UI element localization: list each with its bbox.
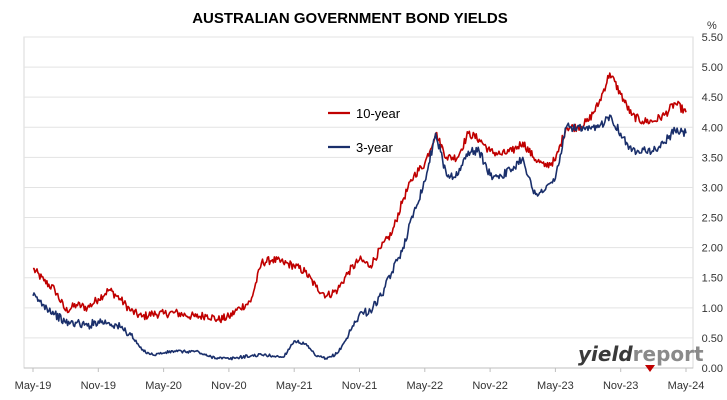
- x-tick-label: Nov-20: [211, 380, 246, 392]
- x-tick-label: May-23: [537, 380, 574, 392]
- logo-report: report: [633, 342, 704, 366]
- logo-triangle-icon: [645, 365, 655, 372]
- gridlines: [24, 36, 693, 339]
- y-tick-label: 1.50: [702, 273, 723, 285]
- y-tick-label: 2.00: [702, 243, 723, 255]
- y-axis-ticks: 0.00 0.50 1.00 1.50 2.00 2.50 3.00 3.50 4.00 4.50…: [702, 32, 723, 375]
- y-tick-label: 5.50: [702, 32, 723, 44]
- logo-yield: yield: [578, 342, 633, 366]
- series-lines: [32, 72, 687, 361]
- y-tick-label: 3.50: [702, 152, 723, 164]
- chart-title: AUSTRALIAN GOVERNMENT BOND YIELDS: [192, 10, 508, 27]
- series-line-3-year: [32, 114, 687, 361]
- x-tick-label: May-21: [276, 380, 313, 392]
- x-tick-label: May-19: [15, 380, 52, 392]
- yieldreport-logo: yieldreport: [578, 342, 704, 372]
- y-tick-label: 4.50: [702, 92, 723, 104]
- x-tick-label: Nov-21: [342, 380, 377, 392]
- legend-label-10-year: 10-year: [356, 106, 401, 121]
- y-tick-label: 0.00: [702, 363, 723, 375]
- y-tick-label: 5.00: [702, 62, 723, 74]
- x-tick-label: Nov-22: [472, 380, 507, 392]
- x-tick-label: Nov-19: [81, 380, 116, 392]
- logo-text: yieldreport: [578, 342, 704, 366]
- x-tick-label: Nov-23: [603, 380, 638, 392]
- x-axis-ticks: May-19 Nov-19 May-20 Nov-20 May-21 Nov-21 May-…: [15, 368, 705, 392]
- y-tick-label: 1.00: [702, 303, 723, 315]
- y-tick-label: 0.50: [702, 333, 723, 345]
- y-tick-label: 2.50: [702, 213, 723, 225]
- x-tick-label: May-24: [668, 380, 705, 392]
- x-tick-label: May-22: [406, 380, 443, 392]
- legend-label-3-year: 3-year: [356, 140, 394, 155]
- x-tick-label: May-20: [145, 380, 182, 392]
- legend: 10-year 3-year: [328, 106, 401, 155]
- y-tick-label: 4.00: [702, 122, 723, 134]
- y-axis-unit: %: [707, 20, 717, 32]
- y-tick-label: 3.00: [702, 182, 723, 194]
